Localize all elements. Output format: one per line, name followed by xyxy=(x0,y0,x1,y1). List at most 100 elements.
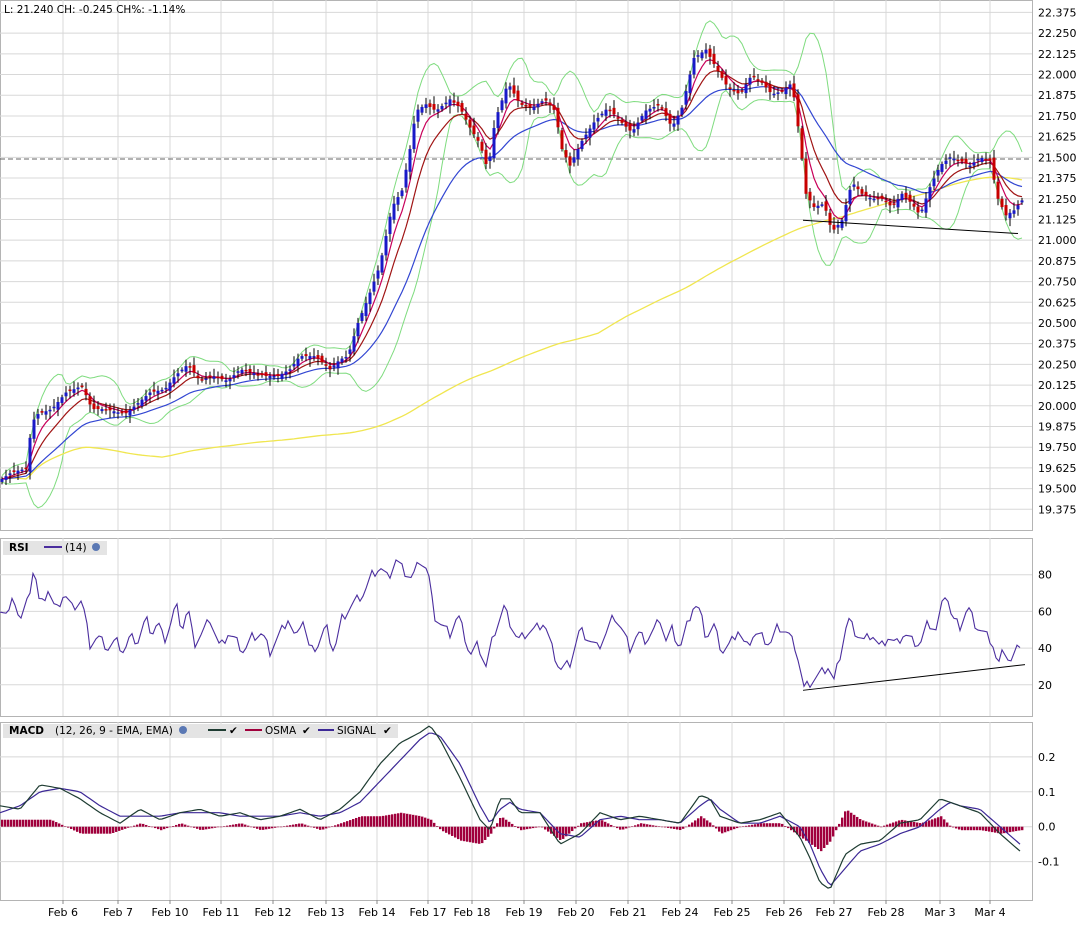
rsi-settings-icon[interactable] xyxy=(92,543,100,551)
osma-bar xyxy=(283,826,286,827)
osma-bar xyxy=(811,826,814,845)
price-tick-label: 19.750 xyxy=(1038,441,1077,454)
candle-body xyxy=(60,397,64,403)
osma-bar xyxy=(43,819,46,827)
candle-body xyxy=(836,224,840,228)
osma-bar xyxy=(859,819,862,827)
candle-body xyxy=(816,205,820,209)
candle-body xyxy=(756,79,760,81)
osma-check-icon[interactable]: ✔ xyxy=(302,725,311,737)
candle-body xyxy=(888,202,892,206)
candle-body xyxy=(868,197,872,200)
price-tick-label: 20.125 xyxy=(1038,379,1077,392)
candle-body xyxy=(700,52,704,59)
candle-body xyxy=(220,375,224,380)
osma-bar xyxy=(841,817,844,827)
candle-body xyxy=(276,373,280,376)
osma-bar xyxy=(541,826,544,828)
osma-bar xyxy=(274,826,277,828)
osma-bar xyxy=(781,823,784,827)
price-tick-label: 20.750 xyxy=(1038,276,1077,289)
osma-bar xyxy=(52,820,55,827)
candle-body xyxy=(996,181,1000,199)
price-tick-label: 20.250 xyxy=(1038,358,1077,371)
candle-body xyxy=(976,159,980,161)
osma-bar xyxy=(970,826,973,831)
osma-bar xyxy=(97,826,100,834)
candle-body xyxy=(760,80,764,83)
osma-bar xyxy=(571,826,574,832)
candle-body xyxy=(892,203,896,205)
osma-legend-label: OSMA xyxy=(265,725,297,737)
osma-bar xyxy=(55,822,58,827)
osma-bar xyxy=(316,826,319,829)
price-tick-label: 19.625 xyxy=(1038,462,1077,475)
osma-bar xyxy=(433,822,436,827)
candle-body xyxy=(676,115,680,125)
osma-bar xyxy=(646,824,649,827)
candle-body xyxy=(664,108,668,116)
osma-bar xyxy=(754,824,757,827)
osma-bar xyxy=(121,826,124,830)
osma-bar xyxy=(877,825,880,827)
candle-body xyxy=(356,322,360,337)
candle-body xyxy=(12,470,16,472)
osma-bar xyxy=(484,826,487,840)
osma-bar xyxy=(379,816,382,827)
candle-body xyxy=(400,190,404,197)
candle-body xyxy=(936,169,940,176)
macd-check-icon[interactable]: ✔ xyxy=(229,725,238,737)
osma-bar xyxy=(907,820,910,827)
osma-bar xyxy=(250,826,253,828)
signal-check-icon[interactable]: ✔ xyxy=(383,725,392,737)
osma-bar xyxy=(193,826,196,828)
price-support-trendline xyxy=(802,219,1019,235)
osma-bar xyxy=(127,826,130,828)
candle-body xyxy=(180,369,184,372)
osma-bar xyxy=(217,826,220,828)
price-tick-label: 19.500 xyxy=(1038,483,1077,496)
osma-bar xyxy=(817,826,820,850)
candle-body xyxy=(732,89,736,92)
candle-body xyxy=(524,104,528,107)
osma-bar xyxy=(232,824,235,827)
candle-body xyxy=(988,158,992,161)
rsi-support-trendline xyxy=(802,664,1026,691)
x-tick-label: Mar 4 xyxy=(974,906,1005,919)
sma-200-line xyxy=(1,176,1023,480)
macd-settings-icon[interactable] xyxy=(179,726,187,734)
candle-body xyxy=(368,292,372,305)
candle-body xyxy=(548,102,552,106)
candle-body xyxy=(592,122,596,130)
price-tick-label: 22.125 xyxy=(1038,48,1077,61)
candle-body xyxy=(540,101,544,103)
price-tick-label: 21.000 xyxy=(1038,234,1077,247)
osma-bar xyxy=(856,816,859,827)
osma-bar xyxy=(1,819,4,827)
osma-bar xyxy=(700,816,703,827)
price-frame xyxy=(0,0,1033,531)
candle-body xyxy=(556,107,560,128)
x-tick-label: Feb 14 xyxy=(359,906,396,919)
quote-readout: L: 21.240 CH: -0.245 CH%: -1.14% xyxy=(4,4,185,16)
price-panel xyxy=(0,20,1032,509)
candle-body xyxy=(252,373,256,376)
candle-body xyxy=(804,158,808,194)
candle-body xyxy=(884,200,888,203)
osma-bar xyxy=(880,826,883,828)
osma-bar xyxy=(862,820,865,827)
osma-bar xyxy=(394,813,397,827)
x-tick-label: Feb 26 xyxy=(766,906,803,919)
osma-bar xyxy=(607,823,610,827)
osma-bar xyxy=(961,826,964,831)
candle-body xyxy=(508,86,512,90)
price-tick-label: 21.375 xyxy=(1038,172,1077,185)
osma-bar xyxy=(367,816,370,827)
osma-bar xyxy=(652,825,655,827)
osma-bar xyxy=(436,826,439,827)
price-tick-label: 20.000 xyxy=(1038,400,1077,413)
candle-body xyxy=(80,385,84,388)
candle-body xyxy=(168,382,172,391)
candle-body xyxy=(660,107,664,109)
macd-panel xyxy=(0,725,1024,889)
